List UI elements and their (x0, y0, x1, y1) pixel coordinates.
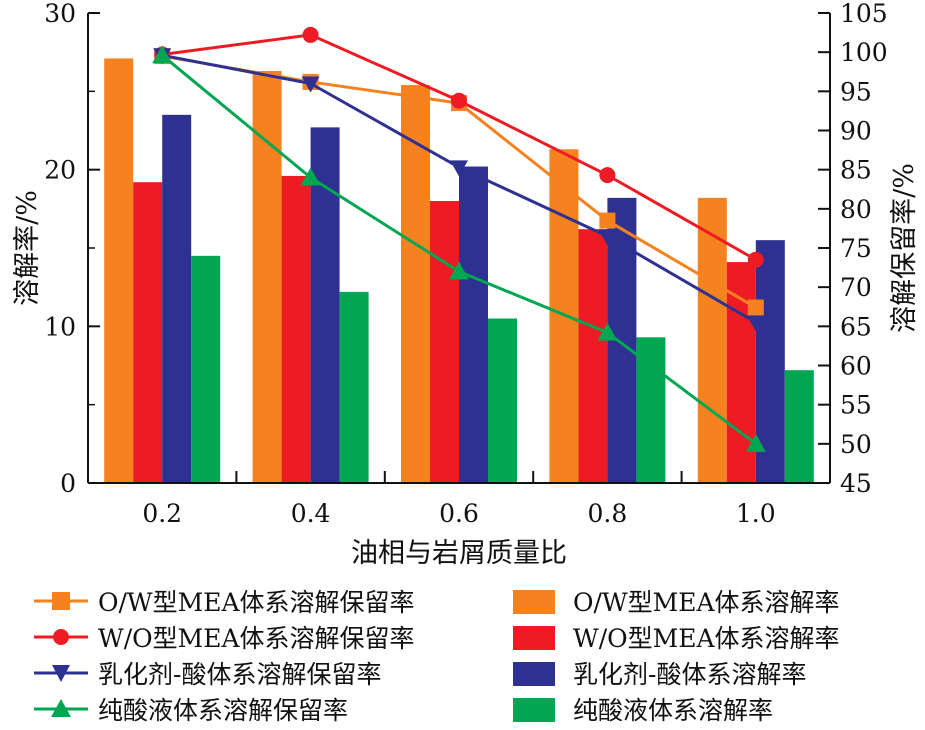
bar (104, 58, 134, 483)
legend-bar-swatch (513, 590, 555, 614)
legend-label: W/O型MEA体系溶解率 (573, 624, 840, 653)
bar (281, 175, 311, 483)
x-tick-label: 0.4 (291, 499, 331, 528)
bar (755, 240, 785, 483)
legend-label: 纯酸液体系溶解率 (573, 696, 774, 725)
data-point-triangle-up (300, 167, 321, 186)
y-tick-label-right: 60 (840, 352, 872, 381)
y-tick-label-right: 65 (840, 312, 872, 341)
data-point-triangle-down (450, 160, 468, 177)
bar (578, 229, 608, 483)
legend-label: 乳化剂-酸体系溶解率 (573, 660, 807, 689)
data-point-circle (599, 167, 616, 184)
legend-item-wo-retention: W/O型MEA体系溶解保留率 (30, 619, 415, 655)
legend-line-triangle-down-icon (34, 665, 88, 682)
legend-item-ow-dissolution: O/W型MEA体系溶解率 (505, 583, 840, 619)
legend-item-ow-retention: O/W型MEA体系溶解保留率 (30, 583, 415, 619)
y-tick-label-right: 105 (840, 0, 888, 28)
y-tick-label-left: 30 (44, 0, 76, 28)
bar (191, 255, 221, 483)
bar (252, 70, 282, 483)
legend-item-emulsifier-dissolution: 乳化剂-酸体系溶解率 (505, 655, 806, 691)
legend: O/W型MEA体系溶解保留率 W/O型MEA体系溶解保留率 乳化剂-酸体系溶解保… (30, 583, 920, 728)
legend-item-wo-dissolution: W/O型MEA体系溶解率 (505, 619, 840, 655)
legend-bar-swatch (513, 698, 555, 722)
y-tick-label-right: 95 (840, 77, 872, 106)
y-axis-title-right: 溶解保留率/% (889, 163, 920, 333)
legend-line-square-icon (34, 592, 88, 610)
legend-bar-swatch (513, 626, 555, 650)
y-tick-label-left: 20 (44, 156, 76, 185)
legend-bar-swatch (513, 662, 555, 686)
bar (459, 166, 488, 484)
data-point-triangle-down (301, 76, 320, 93)
bar (784, 370, 814, 483)
y-tick-label-right: 70 (840, 273, 872, 302)
data-point-circle (451, 92, 467, 109)
x-axis-title: 油相与岩屑质量比 (351, 538, 567, 569)
data-point-square (747, 299, 764, 316)
data-point-circle (747, 251, 764, 268)
bar (162, 114, 192, 483)
y-tick-label-right: 45 (840, 469, 872, 498)
y-tick-label-right: 90 (840, 117, 872, 146)
bar (488, 318, 517, 483)
y-tick-label-right: 80 (840, 195, 872, 224)
legend-item-acid-dissolution: 纯酸液体系溶解率 (505, 691, 773, 727)
x-tick-label: 0.8 (588, 499, 628, 528)
x-tick-label: 0.2 (142, 499, 182, 528)
data-point-square (599, 212, 616, 229)
y-tick-label-right: 75 (840, 234, 872, 263)
bar (697, 197, 727, 483)
bar (339, 291, 369, 483)
data-point-triangle-down (598, 229, 617, 246)
data-point-circle (302, 26, 319, 43)
bar (430, 201, 459, 483)
data-point-triangle-up (597, 322, 618, 341)
y-tick-label-left: 0 (60, 469, 76, 498)
y-tick-label-left: 10 (44, 312, 76, 341)
y-tick-label-right: 100 (840, 38, 888, 67)
y-axis-title-left: 溶解率/% (12, 190, 43, 306)
y-tick-label-right: 50 (840, 430, 872, 459)
y-tick-label-right: 55 (840, 391, 872, 420)
legend-label: 纯酸液体系溶解保留率 (98, 696, 349, 725)
data-point-triangle-up (152, 45, 173, 64)
bar (401, 85, 430, 484)
legend-label: 乳化剂-酸体系溶解保留率 (98, 660, 382, 689)
x-tick-label: 0.6 (439, 499, 479, 528)
legend-item-emulsifier-retention: 乳化剂-酸体系溶解保留率 (30, 655, 381, 691)
legend-label: O/W型MEA体系溶解率 (573, 588, 840, 617)
legend-label: W/O型MEA体系溶解保留率 (98, 624, 415, 653)
legend-line-circle-icon (34, 629, 88, 645)
data-point-triangle-up (745, 433, 766, 452)
legend-item-acid-retention: 纯酸液体系溶解保留率 (30, 691, 348, 727)
legend-line-triangle-up-icon (34, 699, 88, 717)
data-point-triangle-up (449, 261, 469, 280)
bar (133, 182, 163, 483)
x-tick-label: 1.0 (736, 499, 776, 528)
y-tick-label-right: 85 (840, 156, 872, 185)
data-point-triangle-down (746, 315, 765, 332)
legend-label: O/W型MEA体系溶解保留率 (98, 588, 415, 617)
chart: 0 10 20 30 45 50 55 60 65 70 75 80 85 90 95 100 105 0.2 0.… (12, 0, 920, 569)
bar (636, 337, 666, 483)
